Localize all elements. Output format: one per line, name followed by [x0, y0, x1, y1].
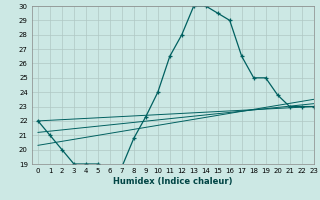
X-axis label: Humidex (Indice chaleur): Humidex (Indice chaleur)	[113, 177, 233, 186]
